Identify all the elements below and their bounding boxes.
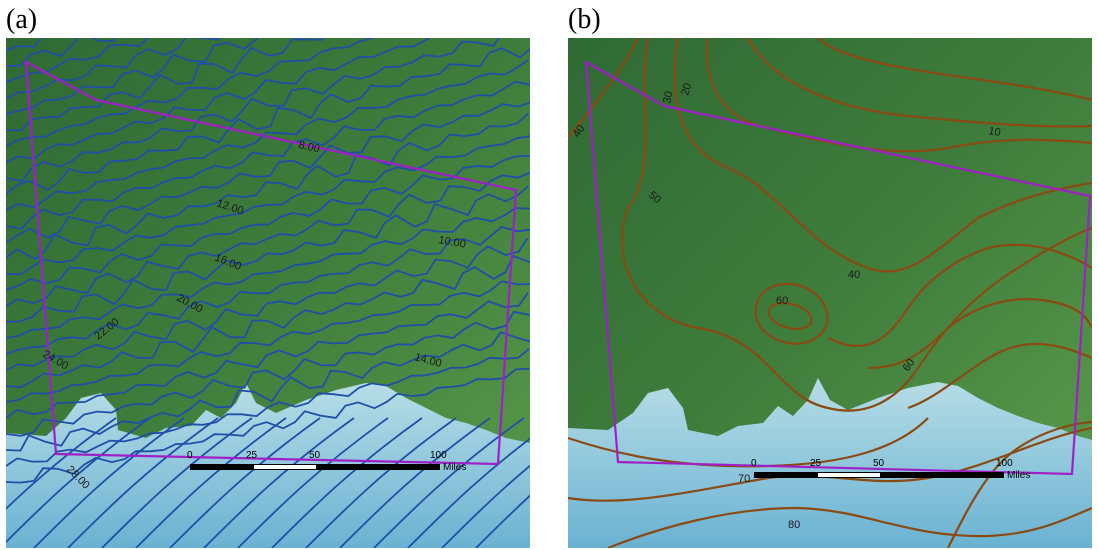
map-panel-a: 8.00 10.00 12.00 14.00 16.00 20.00 22.00… xyxy=(6,38,530,548)
contour-line xyxy=(6,171,530,307)
contour-line xyxy=(6,310,530,437)
contour-line xyxy=(6,101,530,243)
contour-line xyxy=(203,417,355,548)
scale-tick: 100 xyxy=(996,458,1013,469)
panel-b-label: (b) xyxy=(568,4,601,35)
contour-lines-a xyxy=(6,38,530,548)
contour-label: 10.00 xyxy=(437,234,466,251)
contour-line xyxy=(6,47,530,195)
contour-line xyxy=(441,464,530,548)
scale-unit: Miles xyxy=(1007,470,1030,481)
contour-line xyxy=(305,417,457,548)
contour-line xyxy=(6,348,530,467)
contour-labels-b: 10 20 30 40 50 40 60 60 70 80 xyxy=(571,82,1002,531)
contour-line xyxy=(67,417,219,548)
contour-line xyxy=(339,417,491,548)
contour-line xyxy=(407,437,530,548)
contour-label: 8.00 xyxy=(297,139,320,155)
contour-line xyxy=(6,417,117,510)
contour-label: 10 xyxy=(987,125,1001,139)
contour-line xyxy=(237,417,389,548)
contour-line xyxy=(6,38,326,132)
study-boundary-b xyxy=(584,60,1092,476)
scale-tick: 50 xyxy=(309,450,321,461)
contour-line xyxy=(6,367,530,484)
contour-line xyxy=(6,80,530,230)
contour-line xyxy=(6,280,530,403)
study-boundary-a xyxy=(24,60,518,466)
contour-line xyxy=(6,417,151,544)
scale-tick: 100 xyxy=(430,450,447,461)
contour-line xyxy=(6,207,530,339)
panel-a-label: (a) xyxy=(6,4,38,35)
contour-line xyxy=(6,292,529,419)
contour-line xyxy=(6,38,431,163)
contour-line xyxy=(6,38,221,99)
contour-line xyxy=(6,38,378,147)
scale-tick: 50 xyxy=(873,458,885,469)
contour-label: 80 xyxy=(788,519,800,531)
contour-line xyxy=(169,417,321,548)
scale-tick: 25 xyxy=(246,450,258,461)
contour-line xyxy=(6,154,530,291)
contour-label: 70 xyxy=(738,473,750,485)
contour-line xyxy=(6,254,530,389)
contour-label: 60 xyxy=(776,295,788,307)
contour-line xyxy=(6,38,150,83)
contour-label: 30 xyxy=(661,90,675,104)
contour-label: 20 xyxy=(679,82,694,97)
scale-tick: 25 xyxy=(810,458,822,469)
map-b-svg: 10 20 30 40 50 40 60 60 70 80 0 25 50 10… xyxy=(568,38,1092,548)
contour-line xyxy=(6,38,259,115)
contour-line xyxy=(271,417,423,548)
map-panel-b: 10 20 30 40 50 40 60 60 70 80 0 25 50 10… xyxy=(568,38,1092,548)
contour-label: 40 xyxy=(571,123,588,140)
contour-line xyxy=(475,494,530,548)
contour-line xyxy=(101,417,253,548)
map-a-svg: 8.00 10.00 12.00 14.00 16.00 20.00 22.00… xyxy=(6,38,530,548)
contour-line xyxy=(6,38,501,183)
scale-unit: Miles xyxy=(443,462,466,473)
contour-line xyxy=(33,417,185,548)
contour-line xyxy=(6,59,529,211)
contour-line xyxy=(6,225,530,355)
scale-tick: 0 xyxy=(751,458,757,469)
scale-bar-b: 0 25 50 100 Miles xyxy=(751,458,1030,481)
water-area xyxy=(568,378,1092,548)
contour-line xyxy=(6,331,530,452)
contour-line xyxy=(6,112,529,261)
contour-line xyxy=(6,135,530,276)
contour-line xyxy=(6,237,529,371)
scale-bar-a: 0 25 50 100 Miles xyxy=(187,450,466,473)
scale-tick: 0 xyxy=(187,450,193,461)
contour-line xyxy=(135,417,287,548)
contour-label: 40 xyxy=(848,269,860,281)
contour-line xyxy=(6,38,116,67)
contour-line xyxy=(6,185,529,323)
contour-label: 60 xyxy=(901,357,918,374)
